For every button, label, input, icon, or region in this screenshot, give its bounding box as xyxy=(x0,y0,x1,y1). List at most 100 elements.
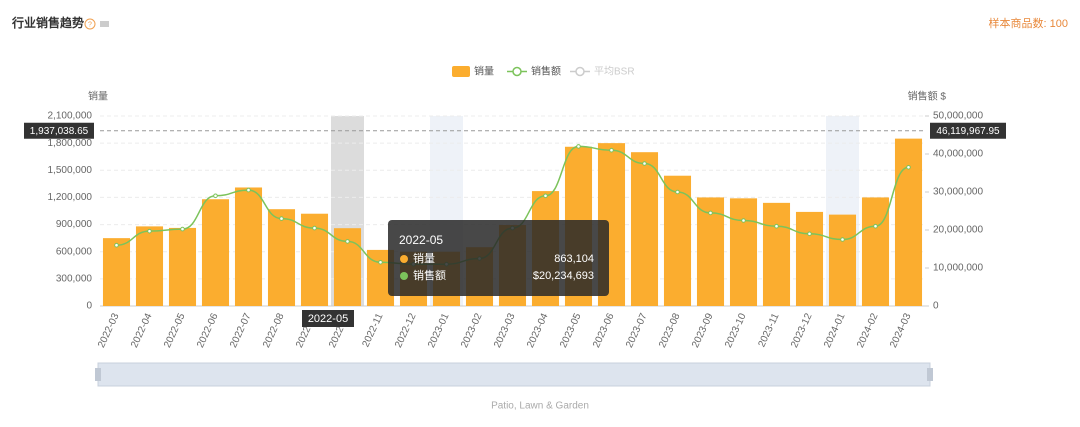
line-point xyxy=(906,165,911,170)
y-tick-label: 300,000 xyxy=(56,273,93,284)
line-point xyxy=(345,239,350,244)
tooltip xyxy=(388,220,609,296)
legend-label[interactable]: 平均BSR xyxy=(594,66,635,78)
x-tick-label: 2023-06 xyxy=(591,311,617,349)
line-point xyxy=(873,223,878,229)
line-point xyxy=(213,193,218,199)
line-point xyxy=(642,161,647,166)
x-tick-label: 2023-01 xyxy=(426,311,452,349)
tooltip-name: 销量 xyxy=(413,251,435,265)
bar xyxy=(234,187,263,306)
y2-axis-label: 销售额 $ xyxy=(908,90,947,103)
x-tick-label: 2023-03 xyxy=(492,311,518,349)
legend-swatch xyxy=(452,66,470,77)
help-icon-mark: ? xyxy=(88,21,92,28)
y-tick-label: 600,000 xyxy=(56,246,93,257)
x-tick-label: 2022-08 xyxy=(261,311,287,349)
pointer-x-label-bg xyxy=(302,310,354,327)
line-point xyxy=(114,242,119,248)
line-point xyxy=(708,210,713,216)
line-point xyxy=(675,189,680,195)
y2-tick-label: 30,000,000 xyxy=(933,187,983,198)
x-tick-label: 2023-11 xyxy=(756,311,781,349)
x-tick-label: 2024-03 xyxy=(888,311,914,349)
x-tick-label: 2022-07 xyxy=(228,311,254,349)
bar xyxy=(795,211,824,306)
bar xyxy=(168,227,197,306)
y-tick-label: 900,000 xyxy=(56,219,93,230)
x-tick-label: 2023-09 xyxy=(690,311,716,349)
y2-tick-label: 10,000,000 xyxy=(933,263,983,274)
line-point xyxy=(576,144,581,149)
x-tick-label: 2023-07 xyxy=(624,311,650,349)
line-point xyxy=(180,226,185,232)
y2-tick-label: 40,000,000 xyxy=(933,149,983,160)
x-tick-label: 2022-03 xyxy=(96,311,122,349)
x-tick-label: 2022-12 xyxy=(393,311,419,349)
slider-label: Patio, Lawn & Garden xyxy=(491,401,589,412)
sample-count: 样本商品数: 100 xyxy=(989,16,1068,30)
line-point xyxy=(279,216,284,221)
bar xyxy=(762,202,791,306)
bar xyxy=(135,226,164,306)
bar xyxy=(267,209,296,306)
legend-swatch xyxy=(512,66,522,77)
legend-label[interactable]: 销量 xyxy=(474,65,494,78)
x-tick-label: 2023-04 xyxy=(525,311,551,349)
x-tick-label: 2022-06 xyxy=(195,311,221,349)
line-point xyxy=(741,218,746,223)
bar xyxy=(729,198,758,306)
y-tick-label: 1,800,000 xyxy=(48,138,93,149)
bar xyxy=(696,197,725,306)
line-point xyxy=(246,187,251,193)
legend-label[interactable]: 销售额 xyxy=(531,65,561,78)
x-tick-label: 2023-08 xyxy=(657,311,683,349)
x-tick-label: 2024-02 xyxy=(855,311,881,349)
x-tick-label: 2023-10 xyxy=(723,311,749,349)
help-icon[interactable] xyxy=(84,18,96,30)
x-tick-label: 2023-02 xyxy=(459,311,485,349)
y-tick-label: 1,500,000 xyxy=(48,165,93,176)
line-point xyxy=(609,147,614,153)
pointer-y-label: 1,937,038.65 xyxy=(30,126,89,137)
line-point xyxy=(543,193,548,199)
slider-handle[interactable] xyxy=(95,368,101,381)
tooltip-dot xyxy=(400,255,408,263)
line-point xyxy=(378,260,383,265)
pointer-label-bg xyxy=(930,122,1006,139)
legend-swatch xyxy=(575,66,585,77)
tooltip-dot xyxy=(400,272,408,280)
x-tick-label: 2022-04 xyxy=(129,311,155,349)
bar xyxy=(630,152,659,306)
y2-tick-label: 50,000,000 xyxy=(933,111,983,122)
line-point xyxy=(840,237,845,242)
page-title: 行业销售趋势 xyxy=(11,15,84,30)
y2-tick-label: 20,000,000 xyxy=(933,225,983,236)
line-point xyxy=(807,231,812,237)
bar xyxy=(828,214,857,306)
tooltip-value: $20,234,693 xyxy=(533,270,594,282)
x-tick-label: 2022-11 xyxy=(360,311,385,349)
x-tick-label: 2022-05 xyxy=(162,311,188,349)
line-point xyxy=(774,223,779,229)
tooltip-value: 863,104 xyxy=(554,253,594,265)
video-icon[interactable] xyxy=(100,21,109,27)
tooltip-title: 2022-05 xyxy=(399,233,443,247)
bar xyxy=(663,175,692,306)
bar xyxy=(861,197,890,306)
x-tick-label: 2023-12 xyxy=(789,311,815,349)
tooltip-name: 销售额 xyxy=(413,268,446,282)
x-tick-label: 2023-05 xyxy=(558,311,584,349)
slider-handle[interactable] xyxy=(927,368,933,381)
y2-tick-label: 0 xyxy=(933,301,939,312)
pointer-x-label: 2022-05 xyxy=(308,313,348,325)
y-axis-label: 销量 xyxy=(88,90,108,103)
line-point xyxy=(312,225,317,231)
pointer-label-bg xyxy=(24,122,94,139)
y-tick-label: 1,200,000 xyxy=(48,192,93,203)
bar xyxy=(102,238,131,306)
line-point xyxy=(147,228,152,234)
bar xyxy=(894,138,923,306)
zoom-slider[interactable] xyxy=(97,362,931,387)
